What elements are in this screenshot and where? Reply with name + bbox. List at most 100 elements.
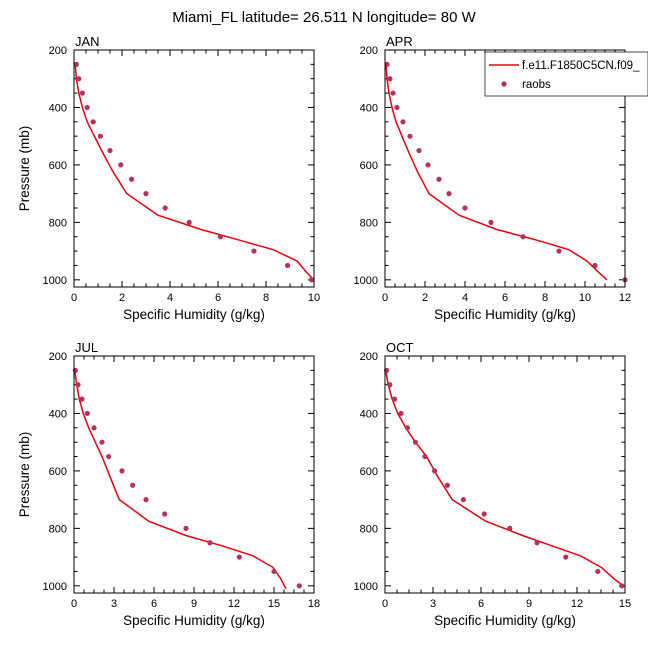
raobs-point: [129, 176, 135, 182]
plot-frame: [73, 49, 315, 288]
raobs-point: [412, 439, 418, 445]
raobs-point: [394, 104, 400, 111]
raobs-point: [392, 396, 398, 402]
raobs-point: [462, 205, 468, 211]
raobs-point: [162, 511, 168, 517]
raobs-point: [75, 382, 81, 388]
raobs-point: [186, 219, 192, 225]
raobs-point: [416, 147, 422, 154]
raobs-point: [91, 425, 97, 431]
x-tick-label: 0: [71, 292, 77, 304]
y-axis-label: Pressure (mb): [17, 432, 32, 518]
y-tick-label: 600: [360, 160, 378, 172]
model-series-line: [74, 370, 287, 590]
raobs-point: [432, 468, 438, 474]
model-series-line: [385, 64, 608, 281]
raobs-point: [79, 396, 85, 402]
x-tick-label: 10: [579, 292, 591, 304]
raobs-point: [90, 119, 96, 125]
y-tick-label: 800: [49, 523, 67, 535]
raobs-point: [217, 234, 223, 240]
raobs-point: [97, 133, 103, 139]
panel-label: JAN: [75, 34, 100, 49]
x-tick-label: 3: [111, 598, 117, 610]
raobs-point: [119, 468, 125, 474]
x-tick-label: 4: [462, 292, 468, 304]
raobs-point: [143, 497, 149, 503]
raobs-point: [296, 583, 302, 589]
x-tick-label: 4: [167, 292, 173, 304]
y-tick-label: 600: [49, 160, 67, 172]
y-tick-label: 1000: [354, 275, 378, 287]
x-tick-label: 6: [151, 598, 157, 610]
raobs-point: [143, 191, 149, 197]
raobs-point: [387, 382, 393, 388]
legend-marker-swatch: [501, 81, 507, 87]
plot-frame: [384, 49, 626, 288]
x-axis-label: Specific Humidity (g/kg): [434, 307, 576, 322]
raobs-point: [422, 453, 428, 460]
model-series-line: [74, 64, 314, 281]
raobs-point: [444, 482, 450, 488]
raobs-point: [73, 61, 79, 67]
y-tick-label: 400: [49, 408, 67, 420]
panel-apr: APR 200 400 600 800 1000 0 2 4 6 8 10 12 Specific Hum…: [354, 34, 632, 322]
x-tick-label: 9: [191, 598, 197, 610]
y-tick-label: 200: [49, 45, 67, 57]
y-tick-label: 200: [360, 45, 378, 57]
x-tick-label: 6: [502, 292, 508, 304]
raobs-point: [563, 554, 569, 560]
panel-label: APR: [386, 34, 413, 49]
x-tick-label: 8: [263, 292, 269, 304]
x-tick-label: 12: [228, 598, 240, 610]
raobs-point: [425, 162, 431, 168]
raobs-point: [309, 277, 315, 283]
legend: f.e11.F1850C5CN.f09_raobs: [484, 51, 648, 97]
raobs-point: [400, 119, 406, 125]
plot-area: [385, 370, 624, 587]
raobs-point: [106, 453, 112, 460]
y-tick-label: 800: [49, 217, 67, 229]
plot-frame: [73, 355, 315, 594]
panel-jan: JAN 200 400 600 800 1000 0 2 4 6 8 10 Specific Humid…: [17, 34, 320, 322]
y-tick-label: 200: [49, 351, 67, 363]
y-tick-label: 400: [360, 408, 378, 420]
raobs-point: [207, 540, 213, 546]
raobs-point: [183, 525, 189, 531]
x-tick-label: 12: [571, 598, 583, 610]
y-tick-label: 1000: [43, 275, 67, 287]
raobs-point: [84, 104, 90, 111]
x-tick-label: 2: [422, 292, 428, 304]
raobs-point: [271, 568, 277, 575]
y-tick-label: 1000: [354, 581, 378, 593]
raobs-point: [236, 554, 242, 560]
x-tick-label: 9: [526, 598, 532, 610]
x-tick-label: 3: [430, 598, 436, 610]
raobs-point: [404, 425, 410, 431]
x-tick-label: 10: [308, 292, 320, 304]
raobs-point: [79, 90, 85, 96]
y-tick-label: 800: [360, 217, 378, 229]
x-tick-label: 15: [619, 598, 631, 610]
raobs-point: [520, 234, 526, 240]
y-tick-label: 600: [49, 466, 67, 478]
x-tick-label: 2: [119, 292, 125, 304]
legend-box: [484, 51, 648, 97]
plot-frame: [384, 355, 626, 594]
y-tick-label: 400: [360, 102, 378, 114]
y-tick-label: 1000: [43, 581, 67, 593]
panel-label: JUL: [75, 340, 98, 355]
x-tick-label: 15: [268, 598, 280, 610]
raobs-point: [446, 191, 452, 197]
x-axis-label: Specific Humidity (g/kg): [434, 613, 576, 628]
raobs-point: [84, 410, 90, 417]
legend-label-model: f.e11.F1850C5CN.f09_: [522, 60, 640, 72]
y-tick-label: 800: [360, 523, 378, 535]
raobs-point: [130, 482, 136, 488]
x-tick-label: 0: [382, 598, 388, 610]
x-tick-label: 18: [308, 598, 320, 610]
plot-area: [74, 64, 314, 281]
x-tick-label: 0: [382, 292, 388, 304]
